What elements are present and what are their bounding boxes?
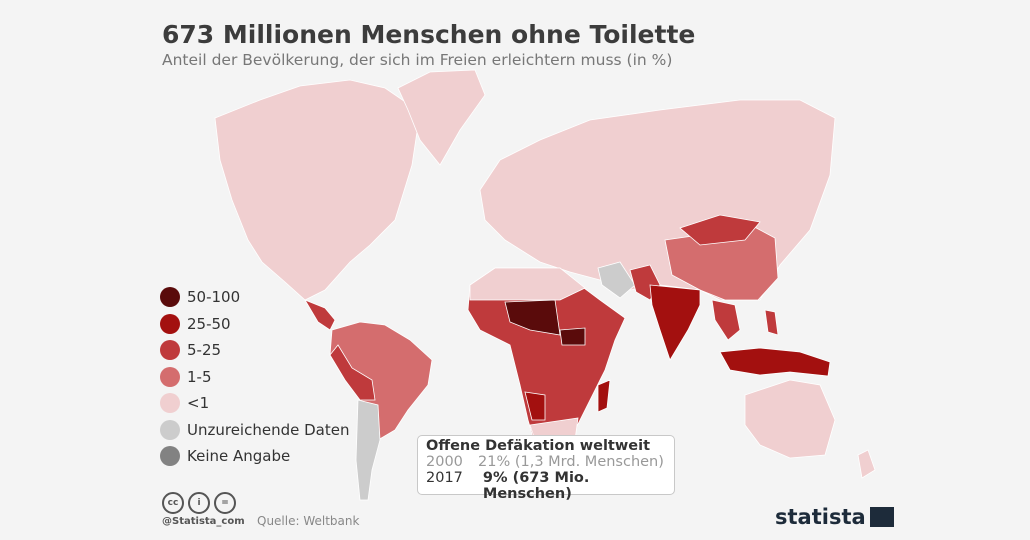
info-row: 2000 21% (1,3 Mrd. Menschen) xyxy=(426,454,666,470)
legend: 50-100 25-50 5-25 1-5 <1 Unzureichende D… xyxy=(160,284,349,470)
info-year: 2017 xyxy=(426,470,463,486)
legend-label: Keine Angabe xyxy=(187,447,291,466)
source: Quelle: Weltbank xyxy=(257,514,360,528)
south-sudan xyxy=(559,327,586,346)
legend-item: 50-100 xyxy=(160,284,349,311)
namibia xyxy=(524,391,546,421)
madagascar xyxy=(597,379,611,413)
central-america xyxy=(304,299,336,331)
statista-handle: @Statista_com xyxy=(162,516,245,527)
india xyxy=(649,284,701,361)
argentina-chile xyxy=(355,399,381,501)
legend-swatch xyxy=(160,340,180,361)
info-value: 9% (673 Mio. Menschen) xyxy=(482,470,590,502)
legend-label: Unzureichende Daten xyxy=(187,420,350,439)
page-title: 673 Millionen Menschen ohne Toilette xyxy=(162,20,696,49)
north-america xyxy=(214,79,421,301)
legend-label: <1 xyxy=(187,394,210,413)
legend-swatch xyxy=(160,287,180,308)
north-africa xyxy=(469,267,586,301)
legend-swatch xyxy=(160,393,180,414)
by-icon: i xyxy=(188,492,210,514)
info-row: 2017 9% (673 Mio. Menschen) xyxy=(426,470,666,502)
sahel xyxy=(504,299,561,336)
legend-swatch xyxy=(160,446,180,467)
legend-label: 5-25 xyxy=(187,341,222,360)
cc-icon: cc xyxy=(162,492,184,514)
legend-item: 5-25 xyxy=(160,337,349,364)
southeast-asia xyxy=(711,299,741,341)
info-value: 21% (1,3 Mrd. Menschen) xyxy=(478,454,664,470)
legend-item: <1 xyxy=(160,390,349,417)
legend-label: 1-5 xyxy=(187,367,212,386)
nd-icon: = xyxy=(214,492,236,514)
legend-item: Unzureichende Daten xyxy=(160,417,349,444)
greenland xyxy=(397,69,486,166)
logo-text: statista xyxy=(775,505,866,529)
new-zealand xyxy=(857,449,876,479)
legend-swatch xyxy=(160,366,180,387)
legend-swatch xyxy=(160,419,180,440)
legend-swatch xyxy=(160,313,180,334)
info-box: Offene Defäkation weltweit 2000 21% (1,3 … xyxy=(417,435,675,502)
australia xyxy=(744,379,836,459)
legend-item: 25-50 xyxy=(160,311,349,338)
middle-east-grey xyxy=(597,261,636,299)
statista-logo[interactable]: statista xyxy=(775,505,894,529)
mongolia xyxy=(679,214,761,246)
legend-label: 25-50 xyxy=(187,314,231,333)
legend-item: 1-5 xyxy=(160,364,349,391)
logo-mark-icon xyxy=(869,507,894,527)
philippines xyxy=(764,309,779,336)
legend-item: Keine Angabe xyxy=(160,443,349,470)
peru-bolivia xyxy=(329,344,376,401)
info-year: 2000 xyxy=(426,454,463,470)
license-icons[interactable]: cc i = xyxy=(162,492,236,514)
page-subtitle: Anteil der Bevölkerung, der sich im Frei… xyxy=(162,51,673,69)
indonesia xyxy=(719,347,831,377)
info-box-title: Offene Defäkation weltweit xyxy=(426,438,650,454)
legend-label: 50-100 xyxy=(187,288,241,307)
